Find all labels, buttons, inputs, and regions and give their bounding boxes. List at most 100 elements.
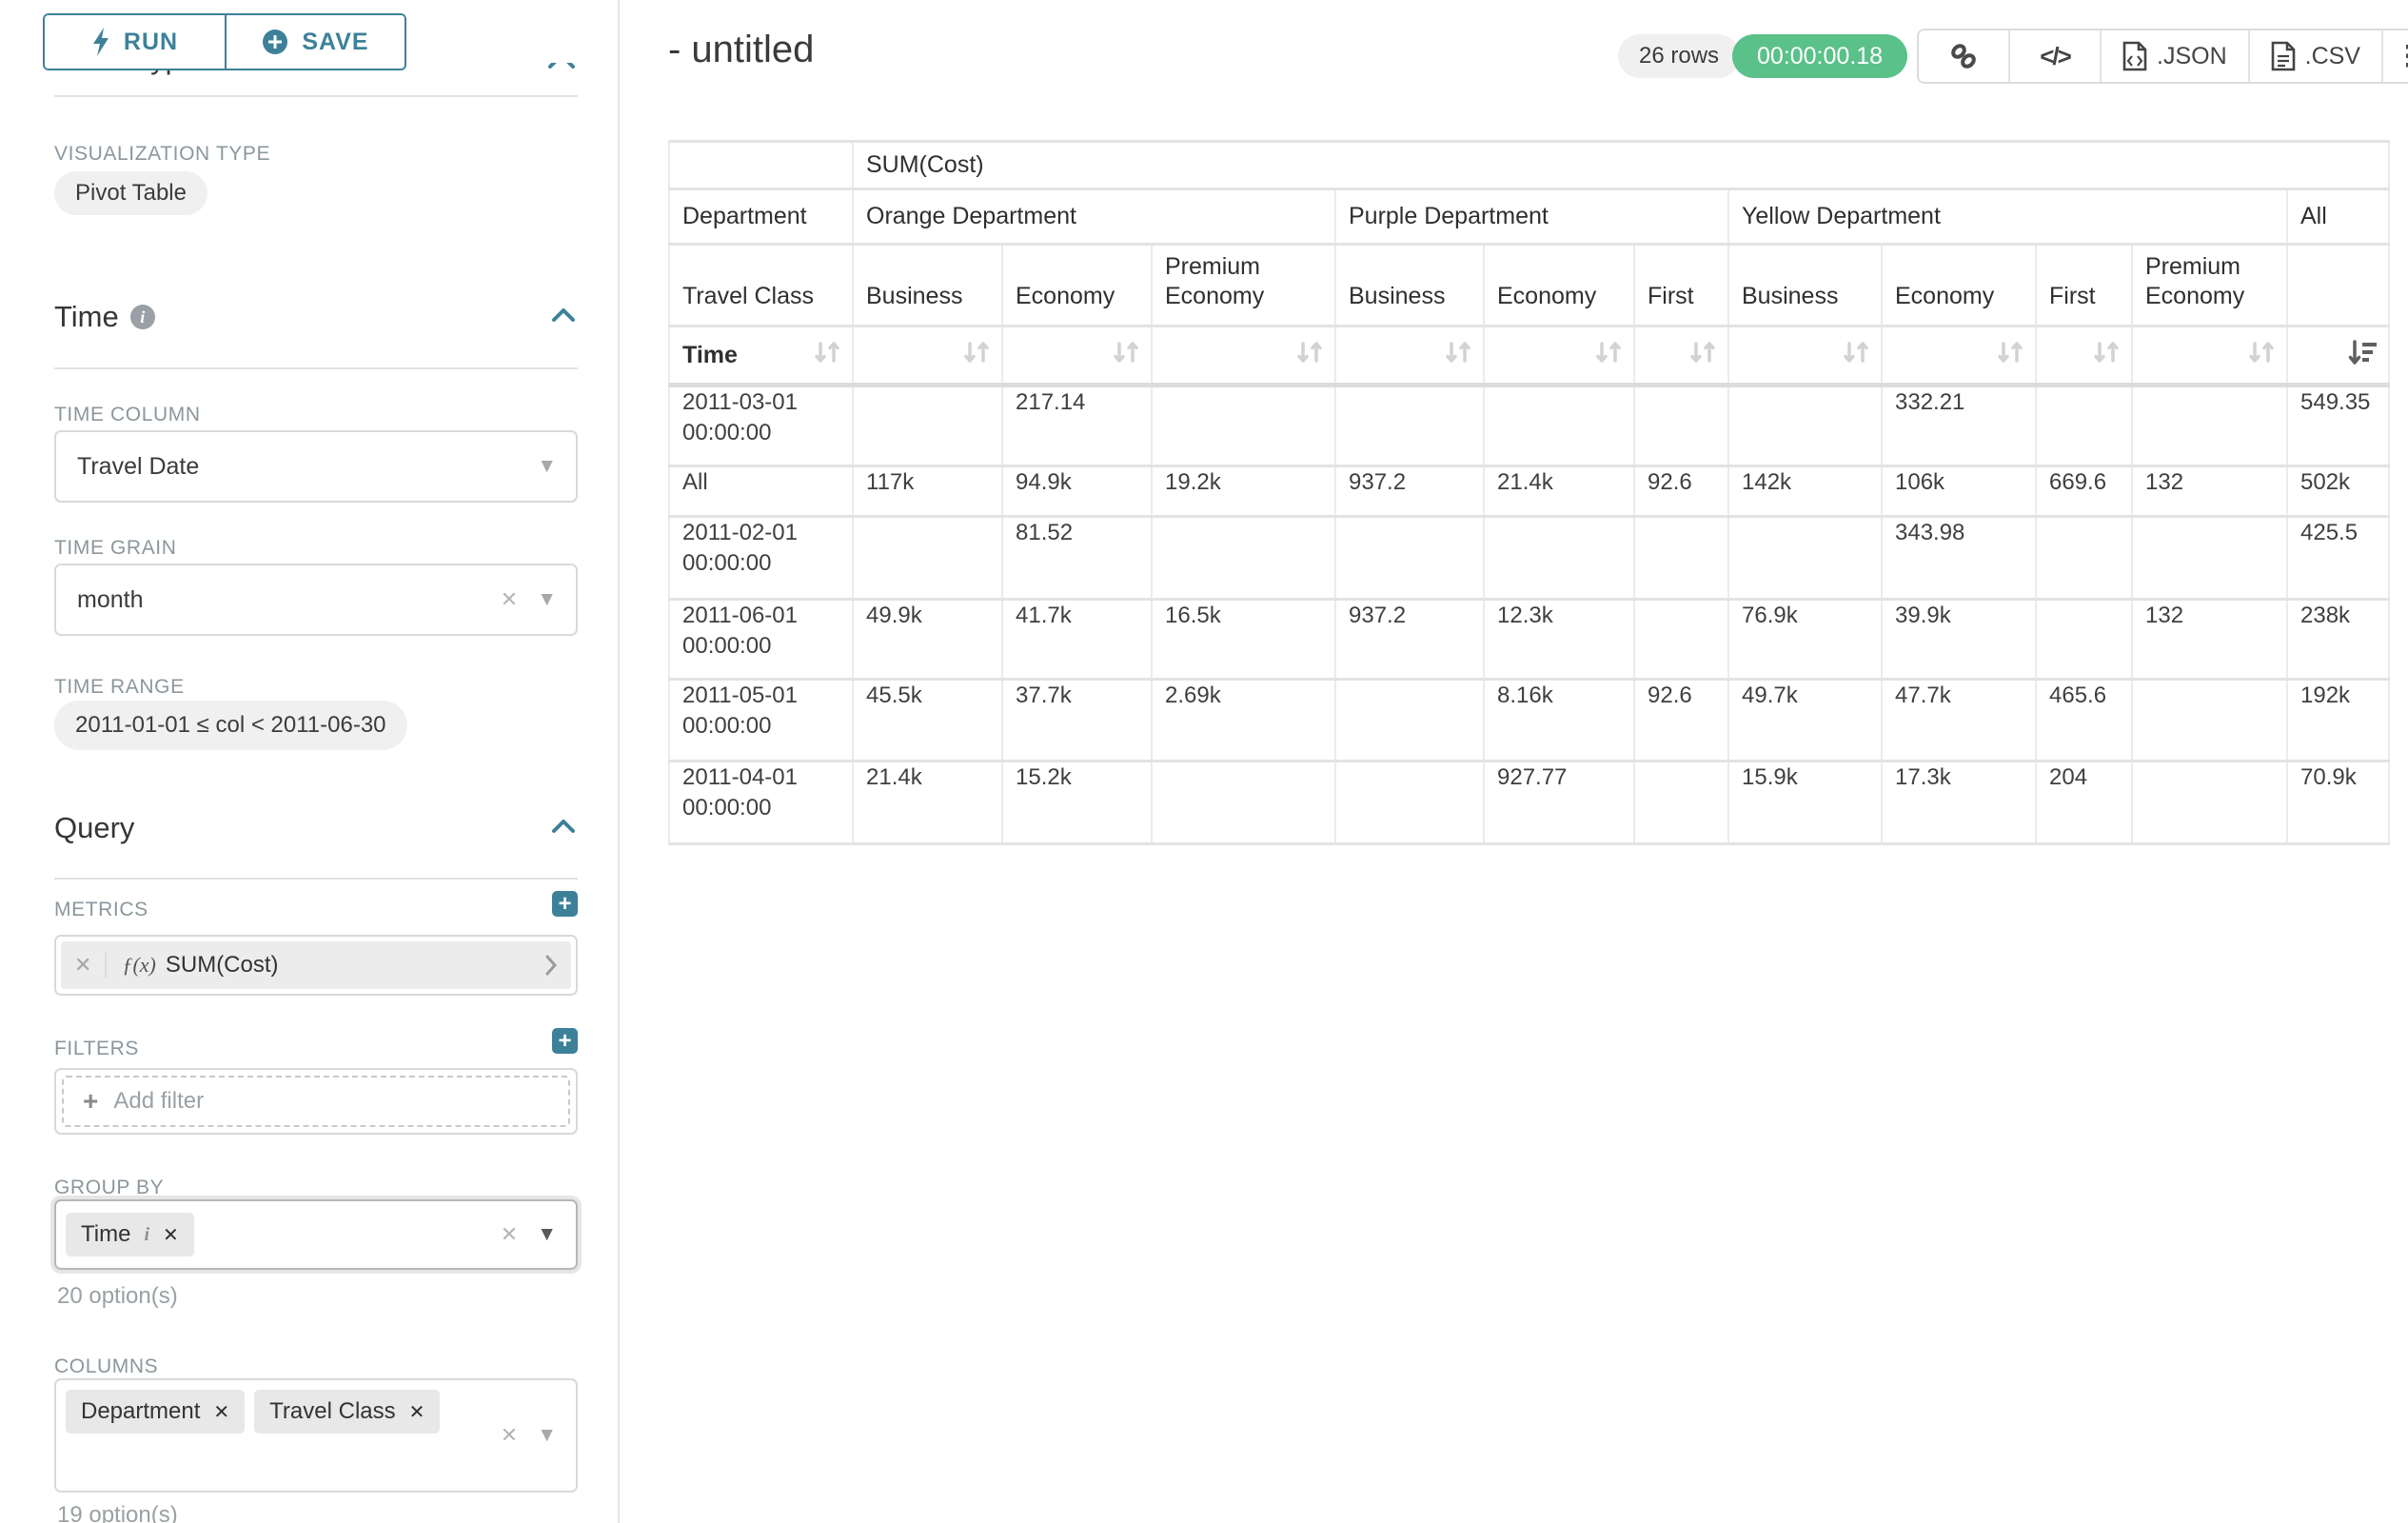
pivot-sort-cell[interactable] [2131,325,2288,387]
pivot-metric-header: SUM(Cost) [852,140,2390,190]
column-info-icon: i [144,1223,150,1245]
chevron-down-icon[interactable]: ▼ [537,1223,557,1245]
pivot-col-header: Premium Economy [2131,243,2288,327]
pivot-sort-cell[interactable] [1727,325,1883,387]
chevron-right-icon[interactable] [544,954,558,977]
pivot-cell: 549.35 [2286,384,2390,467]
pivot-cell: 39.9k [1881,598,2037,681]
pivot-col-header: First [2035,243,2133,327]
pivot-sort-cell[interactable] [1483,325,1635,387]
pivot-cell [1483,384,1635,467]
sort-icon[interactable] [1688,338,1718,373]
pivot-cell: 21.4k [852,760,1003,845]
query-section-header: Query [54,811,578,845]
add-filter-label: Add filter [113,1088,205,1114]
sort-icon[interactable] [2246,338,2277,373]
sort-icon[interactable] [1995,338,2025,373]
time-range-pill[interactable]: 2011-01-01 ≤ col < 2011-06-30 [54,701,407,750]
pivot-cell [1334,384,1485,467]
section-divider [54,367,578,369]
run-button[interactable]: RUN [45,15,225,69]
pivot-cell: 16.5k [1151,598,1336,681]
pivot-cell: 17.3k [1881,760,2037,845]
pivot-sort-cell[interactable] [1881,325,2037,387]
pivot-cell: 343.98 [1881,515,2037,601]
metric-chip[interactable]: ✕ ƒ(x) SUM(Cost) [61,941,571,989]
sort-icon[interactable] [2091,338,2122,373]
chevron-down-icon[interactable]: ▼ [537,588,557,610]
pivot-data-row: 2011-03-01 00:00:00 217.14 332.21 549.35 [668,384,2390,467]
share-link-button[interactable] [1919,30,2008,82]
export-csv-button[interactable]: .CSV [2247,30,2381,82]
columns-chip[interactable]: Department ✕ [66,1390,246,1434]
columns-select[interactable]: Department ✕ Travel Class ✕ ✕ ▼ [54,1378,578,1493]
sort-icon[interactable] [1841,338,1871,373]
pivot-sort-cell[interactable] [1151,325,1336,387]
clear-icon[interactable]: ✕ [500,1423,519,1447]
pivot-cell: 94.9k [1001,465,1153,518]
pivot-col-header: First [1633,243,1729,327]
view-query-button[interactable]: </> [2008,30,2100,82]
file-lines-icon [2271,41,2295,71]
pivot-cell: 465.6 [2035,678,2133,762]
pivot-sort-cell[interactable] [1633,325,1729,387]
clear-icon[interactable]: ✕ [500,587,519,611]
export-json-button[interactable]: .JSON [2100,30,2248,82]
pivot-sort-cell[interactable] [2286,325,2390,387]
sort-icon[interactable] [961,338,992,373]
viz-type-pill[interactable]: Pivot Table [54,171,207,215]
query-collapse-chevron[interactable] [549,817,578,841]
pivot-cell: 37.7k [1001,678,1153,762]
time-collapse-chevron[interactable] [549,306,578,329]
pivot-cell [1334,760,1485,845]
pivot-row-key: 2011-05-01 00:00:00 [668,678,854,762]
time-column-select[interactable]: Travel Date ▼ [54,430,578,503]
chart-type-collapse-chevron[interactable] [544,63,579,70]
pivot-cell: 8.16k [1483,678,1635,762]
metrics-label: METRICS [54,899,148,920]
chart-title[interactable]: - untitled [668,29,815,70]
save-button-label: SAVE [302,28,369,55]
pivot-col-header: Business [852,243,1003,327]
time-column-label: TIME COLUMN [54,404,201,425]
sort-icon[interactable] [1111,338,1141,373]
pivot-sort-cell[interactable] [1334,325,1485,387]
pivot-table-container: SUM(Cost) Department Orange Department Purp… [668,140,2390,845]
group-by-label: GROUP BY [54,1177,165,1198]
sort-icon[interactable] [812,338,842,373]
pivot-sort-cell[interactable] [1001,325,1153,387]
pivot-sort-cell[interactable] [852,325,1003,387]
pivot-data-row: 2011-02-01 00:00:00 81.52 343.98 425.5 [668,515,2390,601]
pivot-cell [1633,598,1729,681]
columns-chip[interactable]: Travel Class ✕ [254,1390,441,1434]
add-filter-button[interactable]: + Add filter [62,1076,570,1127]
add-filter-plus-button[interactable]: + [552,1028,578,1054]
pivot-cell: 81.52 [1001,515,1153,601]
remove-chip-icon[interactable]: ✕ [163,1224,179,1246]
section-divider [54,878,578,880]
columns-options-count: 19 option(s) [57,1502,178,1523]
chevron-down-icon[interactable]: ▼ [537,455,557,477]
pivot-col-header: Economy [1483,243,1635,327]
pivot-sort-row-label[interactable]: Time [668,325,854,387]
filters-control: + Add filter [54,1068,578,1135]
pivot-cell [2035,384,2133,467]
chevron-down-icon[interactable]: ▼ [537,1424,557,1446]
clear-icon[interactable]: ✕ [500,1222,519,1246]
remove-chip-icon[interactable]: ✕ [408,1401,425,1423]
more-menu-button[interactable] [2380,30,2408,82]
sort-icon[interactable] [1294,338,1325,373]
remove-chip-icon[interactable]: ✕ [213,1401,230,1423]
time-grain-select[interactable]: month ✕ ▼ [54,564,578,636]
group-by-chip[interactable]: Time i ✕ [66,1213,194,1256]
sort-icon[interactable] [1593,338,1624,373]
sort-icon[interactable] [1443,338,1473,373]
group-by-select[interactable]: Time i ✕ ✕ ▼ [54,1199,578,1270]
pivot-cell: 106k [1881,465,2037,518]
sort-desc-icon[interactable] [2346,338,2378,373]
chart-actions-group: </> .JSON .CSV [1917,29,2408,84]
remove-metric-icon[interactable]: ✕ [74,953,108,978]
pivot-sort-cell[interactable] [2035,325,2133,387]
save-button[interactable]: SAVE [225,15,405,69]
add-metric-button[interactable]: + [552,891,578,917]
